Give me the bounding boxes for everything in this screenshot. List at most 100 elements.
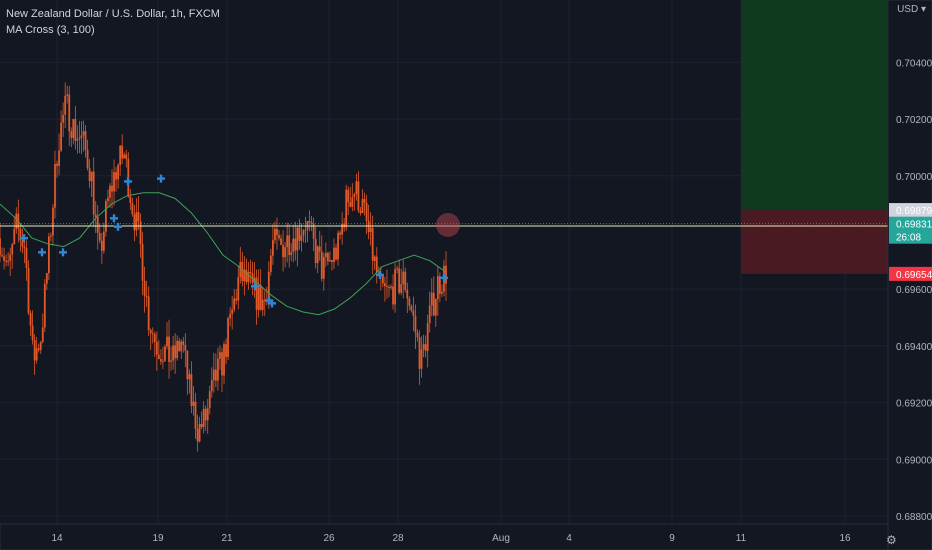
candle-body [155,342,158,355]
candle-body [208,391,211,409]
profit-zone[interactable] [741,0,888,211]
loss-zone[interactable] [741,210,888,274]
stop-price-tag-bg [889,266,932,281]
currency-button[interactable]: USD ▾ [897,4,926,15]
candle-body [422,344,425,350]
candle-body [37,348,40,350]
candle-body [436,276,439,300]
candle-body [214,369,217,381]
candle-body [217,358,219,381]
candle-body [131,203,134,215]
candle-body [11,244,14,255]
candle-body [98,232,101,241]
candle-body [318,246,321,252]
stop-price-tag-text: 0.69654 [896,270,932,281]
candle-body [333,247,335,263]
candle-body [141,244,144,281]
candle-body [274,228,276,241]
x-tick-label: 28 [392,533,404,544]
y-tick-label: 0.69000 [896,455,932,466]
candle-body [170,360,172,362]
candle-body [223,344,225,376]
candle-body [237,277,240,301]
candle-body [322,256,325,279]
candle-body [194,401,197,429]
candle-body [263,299,266,301]
candle-body [88,168,91,182]
candle-body [390,286,392,288]
candle-body [115,172,117,180]
candle-body [72,119,75,138]
candle-body [190,374,193,406]
candle-body [41,327,44,342]
candle-body [396,268,399,270]
candle-body [162,361,164,363]
chart-legend: New Zealand Dollar / U.S. Dollar, 1h, FX… [6,6,220,38]
candle-body [206,408,209,421]
symbol-title[interactable]: New Zealand Dollar / U.S. Dollar, 1h, FX… [6,8,220,20]
candle-body [359,210,362,213]
candle-body [363,198,366,203]
candle-body [296,227,299,251]
cross-marker-v [112,214,116,223]
candle-body [21,240,24,247]
cross-marker-v [61,248,65,257]
currency-label: USD [897,4,919,15]
candle-body [341,223,344,235]
price-tags: 0.69879 0.69831 26:08 0.69654 [889,203,932,281]
candle-body [78,137,81,139]
cross-marker-v [116,222,120,231]
candle-body [157,354,160,360]
candle-body [404,271,407,290]
candle-body [292,238,295,253]
candle-body [414,315,417,333]
candle-body [39,341,42,350]
candle-body [410,305,413,311]
candle-body [31,325,34,340]
candle-body [255,277,258,310]
candle-body [168,336,170,362]
candle-body [406,289,409,299]
time-axis[interactable] [0,523,889,550]
x-tick-label: 19 [152,533,164,544]
candle-body [0,238,1,256]
candle-body [198,423,201,442]
candle-body [225,344,227,357]
candle-body [312,223,315,239]
cross-marker-v [267,296,271,305]
candle-body [25,248,28,268]
candle-body [320,251,323,279]
cross-marker-v [253,282,257,291]
candle-body [80,135,83,138]
position-marker[interactable] [436,212,460,237]
candle-body [438,276,441,294]
indicator-label[interactable]: MA Cross (3, 100) [6,24,95,36]
x-tick-label: 16 [839,533,851,544]
candle-body [259,284,262,310]
candle-body [43,283,46,328]
candle-body [402,271,405,285]
candle-body [432,292,435,316]
candle-body [231,309,234,314]
gear-icon[interactable]: ⚙ [886,533,897,547]
cross-markers [20,174,448,308]
candle-body [137,212,140,222]
candle-body [345,189,348,228]
candle-body [371,227,374,261]
candle-body [107,197,109,202]
candle-body [243,269,246,282]
candle-body [428,305,431,324]
candle-body [304,229,307,231]
y-axis-ticks: 0.70400 0.70200 0.70000 0.69600 0.69400 0.692… [896,58,932,523]
candle-body [381,274,384,284]
candle-body [314,238,317,264]
candle-body [29,312,32,326]
y-tick-label: 0.69600 [896,285,932,296]
candle-body [271,240,274,256]
candle-body [164,346,166,362]
candle-body [316,246,319,264]
candle-body [15,213,18,229]
y-tick-label: 0.70400 [896,58,932,69]
